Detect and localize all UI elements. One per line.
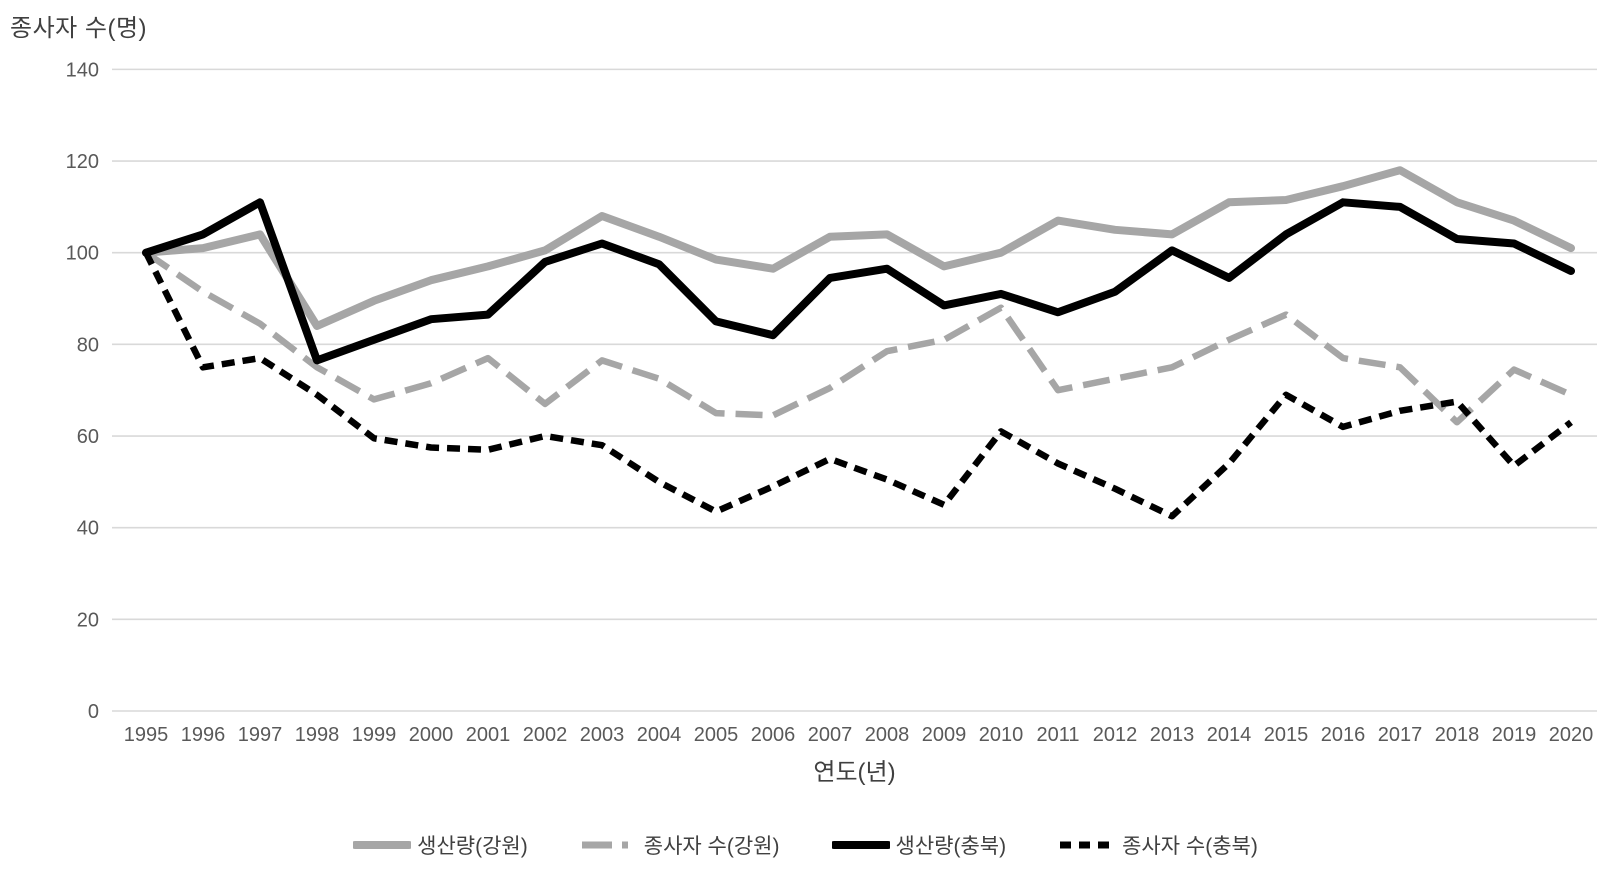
legend-label-production-gangwon: 생산량(강원) xyxy=(417,835,528,858)
x-tick-label: 2000 xyxy=(409,724,454,746)
x-tick-label: 2006 xyxy=(751,724,796,746)
legend-item-workers-gangwon: 종사자 수(강원) xyxy=(580,830,780,860)
series-line-production-gangwon xyxy=(142,166,1575,330)
legend-item-workers-chungbuk: 종사자 수(충북) xyxy=(1058,830,1258,860)
x-tick-label: 2005 xyxy=(694,724,739,746)
x-tick-label: 2004 xyxy=(637,724,682,746)
legend-item-production-chungbuk: 생산량(충북) xyxy=(831,830,1007,860)
series-line-workers-gangwon xyxy=(144,250,1573,426)
y-tick-label: 20 xyxy=(77,609,99,631)
legend-label-workers-gangwon: 종사자 수(강원) xyxy=(643,835,780,858)
x-tick-label: 2002 xyxy=(523,724,568,746)
x-tick-label: 2007 xyxy=(808,724,853,746)
x-tick-label: 1999 xyxy=(352,724,397,746)
series-line-production-chungbuk xyxy=(142,198,1575,365)
x-tick-label: 2009 xyxy=(922,724,967,746)
x-axis-title: 연도(년) xyxy=(813,759,896,786)
series-line-workers-chungbuk xyxy=(143,251,1573,520)
x-tick-label: 1995 xyxy=(124,724,169,746)
x-tick-label: 2020 xyxy=(1549,724,1594,746)
x-tick-label: 2015 xyxy=(1264,724,1309,746)
x-tick-label: 2010 xyxy=(979,724,1024,746)
x-tick-label: 2003 xyxy=(580,724,625,746)
y-tick-label: 60 xyxy=(77,426,99,448)
legend-label-workers-chungbuk: 종사자 수(충북) xyxy=(1122,835,1258,858)
legend-sample-dashed-gray-line xyxy=(581,841,636,849)
legend-item-production-gangwon: 생산량(강원) xyxy=(353,830,528,860)
legend-sample-solid-gray-line xyxy=(353,841,412,849)
x-tick-label: 2018 xyxy=(1435,724,1480,746)
legend: 생산량(강원) 종사자 수(강원) 생산량(충북) 종사자 수(충북) xyxy=(0,830,1611,860)
x-tick-label: 2008 xyxy=(865,724,910,746)
legend-sample-dashed-black-line xyxy=(1060,841,1115,849)
y-tick-label: 40 xyxy=(77,518,99,540)
y-tick-label: 100 xyxy=(66,243,99,265)
x-tick-label: 1998 xyxy=(295,724,340,746)
x-tick-label: 2001 xyxy=(466,724,511,746)
y-tick-label: 120 xyxy=(66,151,99,173)
y-axis-title: 종사자 수(명) xyxy=(10,15,148,42)
legend-sample-solid-black-line xyxy=(831,841,890,849)
x-tick-label: 2011 xyxy=(1036,724,1079,746)
x-tick-label: 2016 xyxy=(1321,724,1366,746)
x-tick-label: 2014 xyxy=(1207,724,1252,746)
x-tick-label: 2019 xyxy=(1492,724,1537,746)
x-tick-label: 1996 xyxy=(181,724,226,746)
y-tick-label: 80 xyxy=(77,334,99,356)
y-tick-label: 0 xyxy=(88,701,99,723)
x-tick-label: 2013 xyxy=(1150,724,1195,746)
x-tick-label: 2017 xyxy=(1378,724,1423,746)
x-tick-label: 1997 xyxy=(238,724,283,746)
y-tick-label: 140 xyxy=(66,59,99,81)
x-tick-label: 2012 xyxy=(1093,724,1138,746)
legend-label-production-chungbuk: 생산량(충북) xyxy=(895,835,1007,858)
